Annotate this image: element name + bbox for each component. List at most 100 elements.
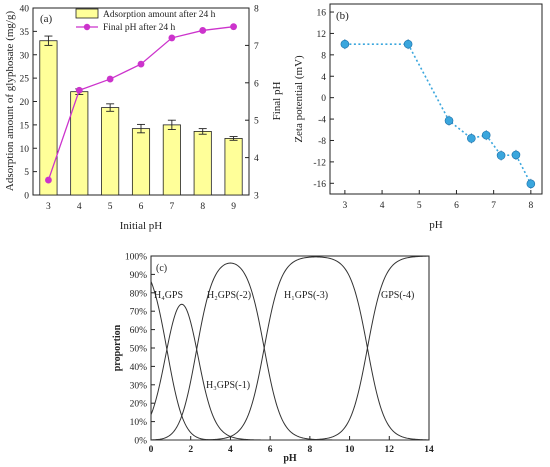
final-ph-point [168,34,176,42]
x-tick-label: 9 [231,202,236,212]
y-tick-label: -8 [318,137,326,147]
zeta-trend-line [344,43,532,185]
y2-tick-label: 3 [254,192,259,202]
y2-tick-label: 6 [254,79,259,89]
panel-c-curves [150,255,430,441]
species-label-h4gps: H₄GPS [154,290,183,301]
final-ph-point [106,75,114,83]
bar [39,40,58,196]
final-ph-point [137,60,145,68]
x-tick-label: 14 [424,445,434,455]
y-tick-label: 30% [130,381,148,391]
panel-a-bars [39,35,243,196]
x-tick-label: 0 [149,445,154,455]
panel-a-xlabel: Initial pH [120,220,163,232]
species-label-h2gps: H₂GPS(-2) [207,290,251,301]
species-h1gps-curve [151,256,430,441]
panel-a-ylabel: Adsorption amount of glyphosate (mg/g) [4,11,16,192]
y-tick-label: 30 [20,51,30,61]
zeta-point [403,39,413,49]
panel-a-line [45,23,237,184]
x-tick-label: 6 [268,445,273,455]
zeta-point [526,179,536,189]
y-tick-label: 80% [130,289,148,299]
bar [162,124,181,196]
x-tick-label: 8 [200,202,205,212]
zeta-point [481,130,491,140]
x-tick-label: 8 [528,201,533,211]
y-tick-label: 60% [130,326,148,336]
y-tick-label: 100% [125,253,147,263]
zeta-point [340,39,350,49]
panel-b-y-ticks: -16 -12 -8 -4 0 4 8 12 16 [313,9,334,190]
x-tick-label: 5 [417,201,422,211]
species-label-h1gps: H₁GPS(-3) [284,290,328,301]
y2-tick-label: 5 [254,117,259,127]
y-tick-label: 40 [20,5,30,15]
y-tick-label: 70% [130,308,148,318]
panel-b-plot-frame [329,3,543,195]
bar [193,131,212,196]
y-tick-label: 10 [20,145,30,155]
y-tick-label: -12 [313,158,326,168]
y-tick-label: 15 [20,121,30,131]
panel-c-label: (c) [156,263,167,274]
x-tick-label: 3 [343,201,348,211]
species-label-h3gps: H₃GPS(-1) [206,380,250,391]
x-tick-label: 6 [454,201,459,211]
panel-c: 0% 10% 20% 30% 40% 50% 60% 70% 80% 90% 100% 0 2 4 6 8 1… [112,253,434,465]
x-tick-label: 6 [139,202,144,212]
y-tick-label: -16 [313,180,326,190]
y2-tick-label: 8 [254,5,259,15]
y-tick-label: 35 [20,28,30,38]
y2-tick-label: 7 [254,42,259,52]
x-tick-label: 4 [77,202,82,212]
x-tick-label: 2 [188,445,193,455]
x-tick-label: 5 [108,202,113,212]
x-tick-label: 8 [307,445,312,455]
legend-bar-swatch [75,8,99,19]
legend-line-marker [83,23,91,31]
x-tick-label: 7 [491,201,496,211]
y-tick-label: 4 [321,73,326,83]
panel-c-x-ticks: 0 2 4 6 8 10 12 14 [149,436,434,455]
panel-b-points [340,39,536,189]
zeta-point [511,150,521,160]
y-tick-label: 16 [317,9,327,19]
legend-bar-label: Adsorption amount after 24 h [103,9,216,20]
x-tick-label: 10 [345,445,355,455]
y-tick-label: -4 [318,116,326,126]
final-ph-point [199,27,207,34]
panel-b-ylabel: Zeta potential (mV) [293,55,305,143]
y-tick-label: 0% [134,437,147,447]
panel-c-y-ticks: 0% 10% 20% 30% 40% 50% 60% 70% 80% 90% 100% [125,253,155,447]
final-ph-point [75,86,83,94]
panel-c-plot-frame [150,255,430,441]
y-tick-label: 10% [130,418,148,428]
panel-a: 0 5 10 15 20 25 30 35 40 3 4 5 6 7 8 3 4 5 6 7 8 9 (a) Adso… [4,5,283,233]
y-tick-label: 0 [24,192,29,202]
y-tick-label: 90% [130,271,148,281]
y-tick-label: 50% [130,345,148,355]
zeta-point [444,116,454,125]
y-tick-label: 5 [24,168,29,178]
species-gps-curve [151,255,430,441]
species-label-gps: GPS(-4) [381,290,414,301]
panel-b-xlabel: pH [429,219,443,231]
y-tick-label: 20% [130,400,148,410]
y-tick-label: 25 [20,75,30,85]
x-tick-label: 12 [385,445,395,455]
panel-c-xlabel: pH [283,453,297,464]
bar [224,138,243,196]
panel-a-label: (a) [40,13,53,25]
panel-a-right-ticks: 3 4 5 6 7 8 [245,5,259,202]
bar [131,128,151,196]
y-tick-label: 20 [20,98,30,108]
species-h2gps-curve [150,262,429,441]
panel-a-legend: Adsorption amount after 24 h Final pH af… [75,8,216,33]
y2-tick-label: 4 [254,154,259,164]
x-tick-label: 4 [380,201,385,211]
x-tick-label: 4 [228,445,233,455]
x-tick-label: 3 [46,202,51,212]
